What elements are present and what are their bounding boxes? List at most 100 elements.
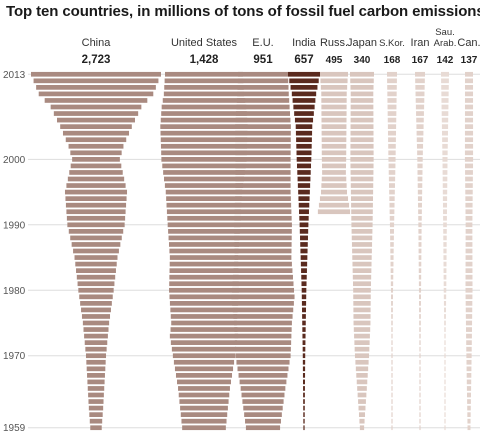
bar-eu-1960 (245, 418, 281, 424)
bar-canada-2004 (464, 130, 474, 136)
bar-china-1974 (83, 327, 109, 332)
bar-iran-1994 (417, 196, 423, 201)
bar-japan-1967 (356, 373, 368, 378)
bar-china-1999 (70, 163, 122, 169)
bar-india-1999 (296, 163, 312, 169)
bar-india-1980 (301, 287, 307, 293)
bar-sauarab-1972 (444, 340, 446, 345)
bar-iran-1987 (418, 242, 422, 247)
bar-us-1990 (167, 222, 241, 228)
bar-india-1994 (298, 196, 310, 201)
bar-us-1971 (171, 346, 237, 352)
bar-china-1964 (88, 392, 104, 398)
bar-eu-2006 (235, 117, 291, 123)
bar-japan-2002 (350, 143, 374, 149)
bar-japan-1989 (351, 229, 373, 234)
bar-eu-1963 (242, 399, 284, 404)
bar-canada-1997 (465, 176, 473, 182)
bar-eu-1967 (238, 373, 288, 378)
bar-us-1976 (170, 314, 238, 319)
bar-eu-1983 (233, 268, 293, 273)
bar-skor-1962 (391, 405, 393, 411)
bar-canada-2009 (464, 98, 474, 103)
bar-us-1996 (164, 183, 244, 188)
bar-us-1980 (169, 287, 239, 293)
bar-iran-1970 (419, 353, 421, 359)
bar-us-2010 (163, 91, 245, 97)
bar-china-1967 (87, 373, 105, 378)
bar-iran-2010 (415, 91, 425, 97)
bar-us-1960 (181, 418, 227, 424)
bar-china-1992 (66, 209, 126, 215)
bar-japan-2012 (350, 78, 374, 84)
bar-china-2013 (31, 71, 161, 77)
bar-eu-1999 (235, 163, 291, 169)
bar-canada-1988 (465, 235, 473, 241)
bar-china-1983 (76, 268, 116, 273)
bar-sauarab-1985 (443, 255, 447, 260)
country-name-sauarab-1: Arab. (434, 38, 457, 49)
bar-iran-1998 (417, 170, 423, 175)
bar-iran-1981 (418, 281, 422, 287)
bar-us-1982 (169, 274, 239, 280)
bar-sauarab-1982 (443, 274, 447, 280)
bar-skor-1992 (389, 209, 395, 215)
bar-japan-1977 (353, 307, 371, 313)
bar-skor-1994 (389, 196, 395, 201)
bar-eu-1993 (234, 202, 292, 208)
bar-iran-1960 (419, 418, 421, 424)
bar-india-1963 (303, 399, 305, 404)
bar-us-2011 (164, 85, 244, 90)
bar-skor-2003 (388, 137, 396, 143)
bar-india-1968 (302, 366, 306, 372)
bar-eu-1961 (244, 412, 282, 417)
bar-iran-1969 (419, 359, 421, 365)
bar-japan-2008 (350, 104, 374, 110)
bar-sauarab-1961 (444, 412, 446, 417)
bar-sauarab-1965 (444, 386, 446, 391)
bar-china-1980 (78, 287, 114, 293)
bar-us-1974 (170, 327, 238, 332)
bar-japan-1978 (353, 301, 371, 306)
bar-china-1981 (77, 281, 115, 287)
bar-us-1977 (170, 307, 238, 313)
bar-us-1969 (173, 359, 235, 365)
bar-us-1981 (169, 281, 239, 287)
bar-us-1991 (167, 215, 241, 221)
bar-india-1989 (299, 229, 309, 234)
bar-japan-2009 (350, 98, 374, 103)
bar-sauarab-1973 (444, 333, 446, 339)
bar-us-2007 (161, 111, 247, 116)
bar-eu-1982 (233, 274, 293, 280)
bar-canada-1971 (466, 346, 472, 352)
bar-china-1960 (89, 418, 103, 424)
bar-japan-1966 (356, 379, 368, 385)
country-name-japan: Japan (347, 37, 377, 49)
bar-us-1963 (179, 399, 229, 404)
bar-canada-1980 (465, 287, 473, 293)
bar-canada-2007 (464, 111, 474, 116)
series-us (160, 71, 248, 431)
bar-india-1996 (297, 183, 311, 188)
bar-canada-2002 (464, 143, 474, 149)
bar-skor-1997 (388, 176, 396, 182)
bar-india-1983 (301, 268, 307, 273)
bar-skor-1993 (389, 202, 395, 208)
bar-japan-2000 (350, 157, 374, 162)
bar-iran-1990 (418, 222, 422, 228)
bar-japan-1974 (353, 327, 371, 332)
bar-china-1961 (89, 412, 103, 417)
bar-skor-2000 (388, 157, 396, 162)
bar-sauarab-1963 (444, 399, 446, 404)
bar-japan-1988 (351, 235, 373, 241)
bar-china-2000 (72, 157, 120, 162)
bar-iran-1968 (419, 366, 421, 372)
bar-eu-1976 (233, 314, 293, 319)
year-tick-1970: 1970 (3, 351, 26, 362)
bar-sauarab-2002 (442, 143, 448, 149)
bar-india-1973 (302, 333, 306, 339)
bar-iran-1967 (419, 373, 421, 378)
bar-japan-1973 (354, 333, 370, 339)
bar-skor-2011 (387, 85, 397, 90)
bar-sauarab-1988 (443, 235, 447, 241)
